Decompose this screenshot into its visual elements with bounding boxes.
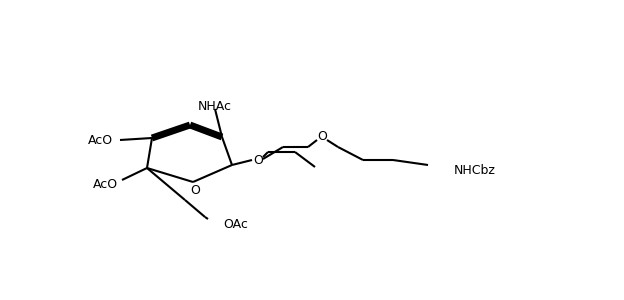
Text: NHAc: NHAc	[198, 100, 232, 113]
Text: OAc: OAc	[223, 218, 248, 232]
Text: O: O	[253, 154, 263, 166]
Text: AcO: AcO	[88, 134, 113, 146]
Text: AcO: AcO	[93, 178, 118, 190]
Text: O: O	[190, 184, 200, 196]
Text: NHCbz: NHCbz	[454, 164, 496, 176]
Text: O: O	[317, 130, 327, 143]
